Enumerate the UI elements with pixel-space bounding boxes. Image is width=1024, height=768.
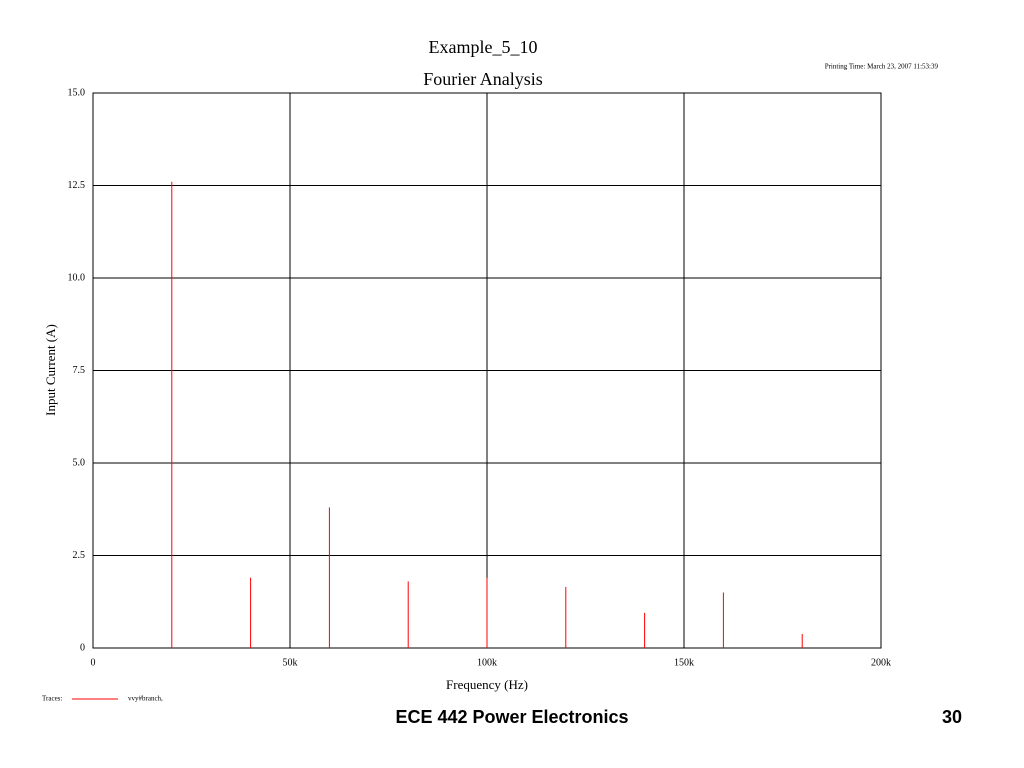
y-tick-label: 7.5: [73, 365, 86, 376]
footer-course: ECE 442 Power Electronics: [395, 707, 628, 727]
x-axis-label: Frequency (Hz): [446, 677, 528, 692]
y-tick-label: 5.0: [73, 457, 86, 468]
x-tick-label: 150k: [674, 657, 694, 668]
y-tick-label: 2.5: [73, 550, 86, 561]
y-tick-label: 10.0: [68, 272, 86, 283]
y-tick-label: 15.0: [68, 87, 86, 98]
y-tick-label: 12.5: [68, 180, 86, 191]
x-tick-label: 200k: [871, 657, 891, 668]
printing-time: Printing Time: March 23, 2007 11:53:39: [825, 63, 939, 71]
y-tick-label: 0: [80, 642, 85, 653]
chart-title: Example_5_10: [429, 37, 538, 57]
x-tick-label: 100k: [477, 657, 497, 668]
legend-label: vvy#branch,: [128, 695, 163, 703]
legend-title: Traces:: [42, 695, 62, 703]
chart-subtitle: Fourier Analysis: [423, 69, 543, 89]
x-tick-label: 0: [91, 657, 96, 668]
y-axis-label: Input Current (A): [43, 324, 58, 416]
x-tick-label: 50k: [283, 657, 298, 668]
footer-page: 30: [942, 707, 962, 727]
